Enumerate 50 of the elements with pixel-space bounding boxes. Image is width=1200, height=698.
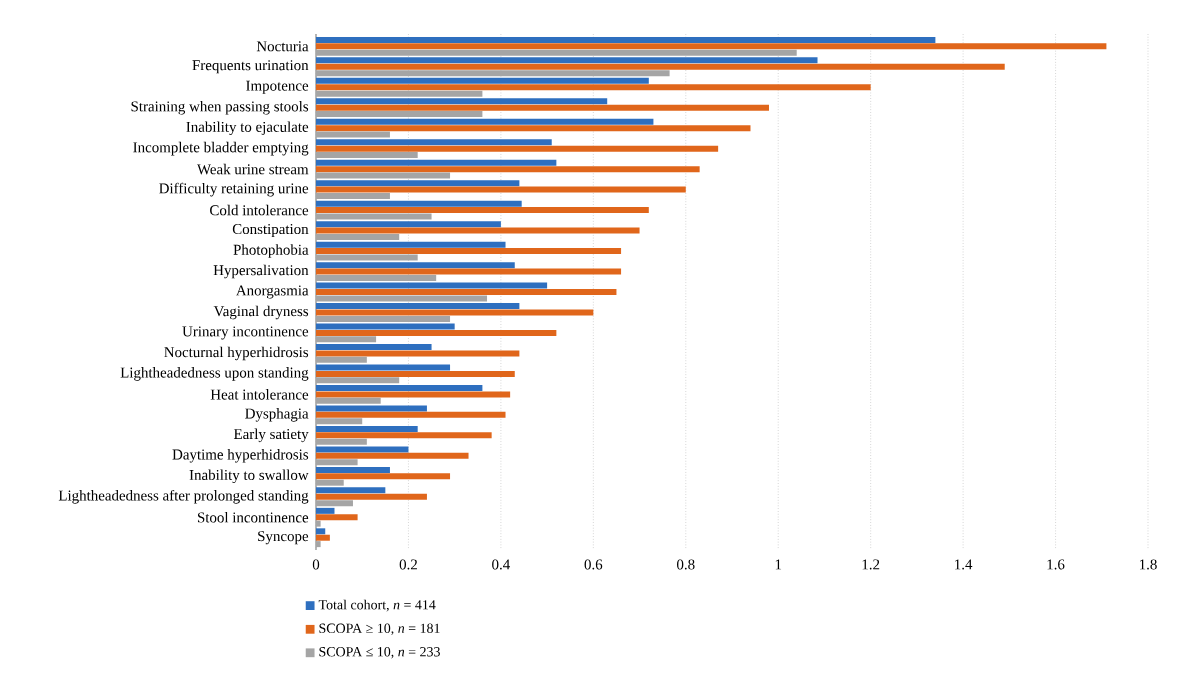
bar	[316, 473, 451, 480]
bar	[316, 534, 330, 541]
bar	[316, 98, 608, 105]
bar	[316, 329, 557, 336]
bar	[316, 323, 455, 330]
bar	[316, 241, 506, 248]
bar	[316, 282, 548, 289]
bar	[316, 166, 700, 173]
bar	[316, 344, 432, 351]
bar	[316, 125, 751, 132]
bar	[316, 104, 769, 111]
bar	[316, 487, 386, 494]
bar	[316, 43, 1107, 50]
bar	[316, 84, 871, 91]
bar	[316, 36, 936, 43]
bar	[316, 370, 515, 377]
bar	[316, 309, 594, 316]
bar	[316, 221, 501, 228]
bar	[316, 350, 520, 357]
bar	[316, 493, 427, 500]
bar	[316, 425, 418, 432]
bar	[316, 118, 654, 125]
bar	[316, 384, 483, 391]
bar	[316, 446, 409, 453]
bar	[316, 57, 818, 64]
bar	[316, 227, 640, 234]
bar	[316, 268, 622, 275]
bar	[316, 63, 1005, 70]
bar	[316, 303, 520, 310]
bar	[316, 411, 506, 418]
bar	[316, 159, 557, 166]
bar	[316, 528, 326, 535]
bar	[316, 262, 515, 269]
bar	[316, 77, 649, 84]
bar	[316, 207, 649, 214]
bar	[316, 405, 427, 412]
bar	[316, 139, 552, 146]
bar	[316, 364, 451, 371]
bar	[316, 507, 335, 514]
bar	[316, 514, 358, 521]
bar	[316, 200, 522, 207]
bar	[316, 466, 390, 473]
bar	[316, 452, 469, 459]
bar	[316, 186, 686, 193]
bar	[316, 289, 617, 295]
bar	[316, 248, 622, 255]
bar	[316, 180, 520, 187]
bar	[316, 391, 511, 398]
bar	[316, 432, 492, 439]
bar	[316, 145, 719, 152]
